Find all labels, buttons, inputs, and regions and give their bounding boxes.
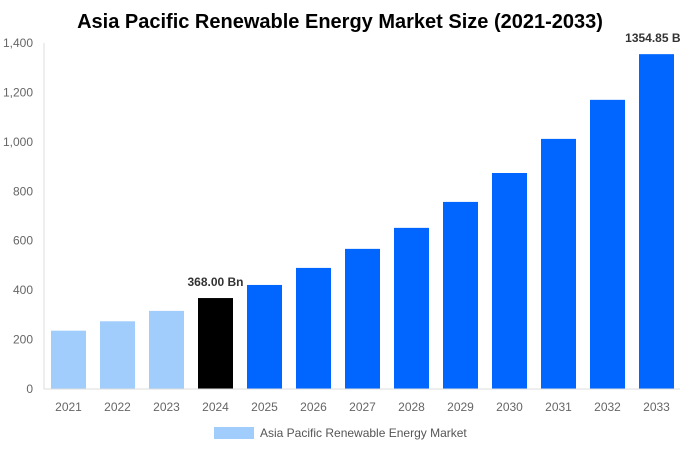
- x-tick-label: 2027: [349, 400, 376, 414]
- y-tick-label: 400: [13, 283, 33, 297]
- x-tick-label: 2029: [447, 400, 474, 414]
- x-tick-label: 2021: [55, 400, 82, 414]
- x-tick-label: 2026: [300, 400, 327, 414]
- y-tick-label: 1,200: [3, 85, 33, 99]
- x-tick-label: 2033: [643, 400, 670, 414]
- chart-title: Asia Pacific Renewable Energy Market Siz…: [77, 11, 603, 33]
- data-label: 1354.85 Bn: [625, 31, 680, 45]
- x-tick-label: 2024: [202, 400, 229, 414]
- y-tick-label: 200: [13, 333, 33, 347]
- bar-2025[interactable]: [247, 284, 282, 389]
- bar-2027[interactable]: [345, 248, 380, 389]
- y-tick-label: 1,400: [3, 36, 33, 50]
- y-tick-label: 600: [13, 234, 33, 248]
- x-tick-label: 2023: [153, 400, 180, 414]
- x-tick-label: 2028: [398, 400, 425, 414]
- x-tick-label: 2031: [545, 400, 572, 414]
- bar-2029[interactable]: [443, 201, 478, 389]
- data-labels: 368.00 Bn 1354.85 Bn: [187, 31, 680, 289]
- legend-swatch: [214, 427, 254, 439]
- y-tick-label: 1,000: [3, 135, 33, 149]
- legend[interactable]: Asia Pacific Renewable Energy Market: [214, 426, 467, 440]
- bars: [51, 54, 674, 389]
- bar-2031[interactable]: [541, 138, 576, 389]
- x-axis: 2021 2022 2023 2024 2025 2026 2027 2028 2029 2030…: [44, 388, 680, 414]
- data-label: 368.00 Bn: [187, 275, 243, 289]
- bar-2023[interactable]: [149, 310, 184, 389]
- bar-2026[interactable]: [296, 267, 331, 389]
- bar-2030[interactable]: [492, 172, 527, 389]
- bar-2032[interactable]: [590, 99, 625, 389]
- bar-2021[interactable]: [51, 330, 86, 389]
- x-tick-label: 2032: [594, 400, 621, 414]
- bar-2028[interactable]: [394, 227, 429, 389]
- y-tick-label: 0: [26, 382, 33, 396]
- bar-2033[interactable]: [639, 54, 674, 389]
- legend-label: Asia Pacific Renewable Energy Market: [260, 426, 467, 440]
- y-tick-label: 800: [13, 184, 33, 198]
- bar-2024[interactable]: [198, 298, 233, 389]
- x-tick-label: 2025: [251, 400, 278, 414]
- y-axis: 0 200 400 600 800 1,000 1,200 1,400: [3, 36, 45, 396]
- x-tick-label: 2030: [496, 400, 523, 414]
- bar-2022[interactable]: [100, 321, 135, 389]
- x-tick-label: 2022: [104, 400, 131, 414]
